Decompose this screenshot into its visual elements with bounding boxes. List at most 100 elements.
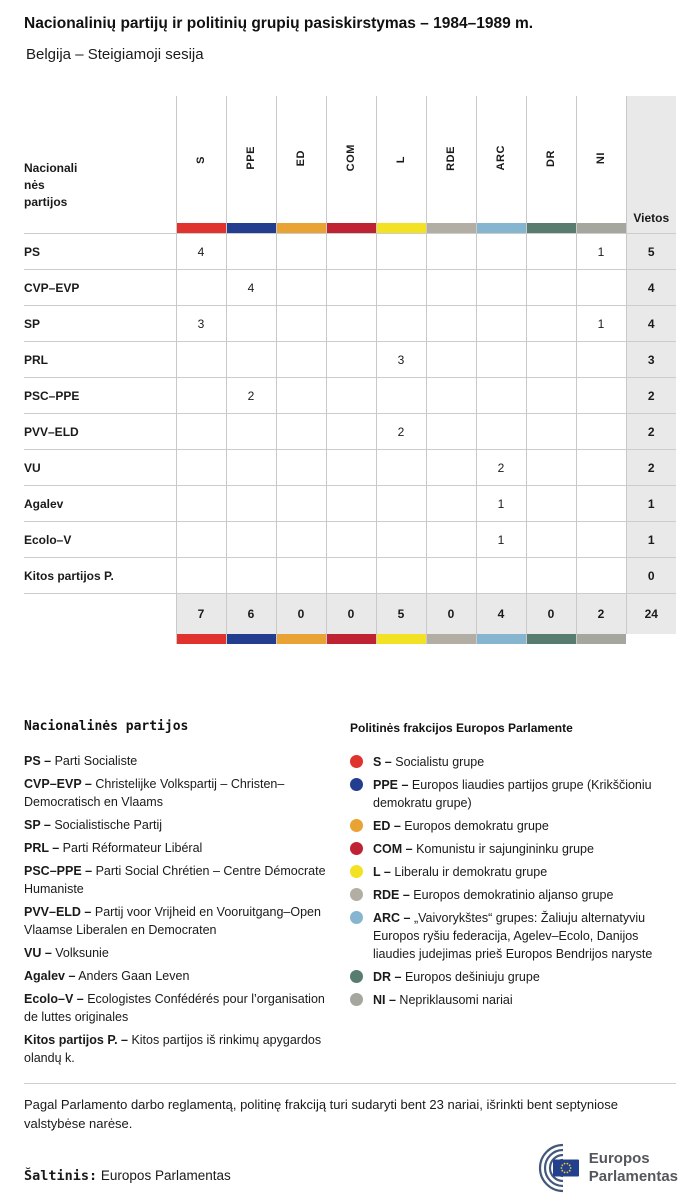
cell-arc: 2 <box>475 449 526 486</box>
group-legend-term: RDE – <box>373 888 410 902</box>
party-legend: Nacionalinės partijos PS – Parti Sociali… <box>24 719 326 1072</box>
cell-s <box>175 269 226 306</box>
cell-l <box>375 269 426 306</box>
party-legend-text: Christelijke Volkspartij – Christen–Demo… <box>24 777 285 809</box>
color-bar-com <box>325 634 376 644</box>
group-header-arc: ARC <box>475 96 526 223</box>
seats-value: 1 <box>625 521 676 558</box>
group-header-label: ED <box>295 149 307 167</box>
party-legend-text: Ecologistes Confédérés pour l’organisati… <box>24 992 325 1024</box>
row-header-line: nės <box>24 178 45 192</box>
party-legend-item: Agalev – Anders Gaan Leven <box>24 967 326 985</box>
group-legend-desc: „Vaivorykštes“ grupes: Žaliuju alternaty… <box>373 911 653 961</box>
group-legend-list: S – Socialistu grupe PPE – Europos liaudi… <box>350 753 676 1009</box>
cell-ed <box>275 233 326 270</box>
group-legend-term: NI – <box>373 993 396 1007</box>
seats-value: 2 <box>625 413 676 450</box>
group-header-s: S <box>175 96 226 223</box>
total-com: 0 <box>325 593 376 634</box>
legend-color-dot <box>350 865 363 878</box>
group-legend-item: RDE – Europos demokratinio aljanso grupe <box>350 886 676 904</box>
cell-l <box>375 521 426 558</box>
cell-com <box>325 485 376 522</box>
party-name: Kitos partijos P. <box>24 557 176 594</box>
cell-arc <box>475 305 526 342</box>
group-legend-item: COM – Komunistu ir sajungininku grupe <box>350 840 676 858</box>
cell-l: 3 <box>375 341 426 378</box>
color-bar-rde <box>425 634 476 644</box>
group-legend-text: ED – Europos demokratu grupe <box>373 817 549 835</box>
legend-color-dot <box>350 778 363 791</box>
party-legend-text: Parti Réformateur Libéral <box>59 841 203 855</box>
cell-ppe: 2 <box>225 377 276 414</box>
party-legend-text: Anders Gaan Leven <box>75 969 190 983</box>
cell-ni <box>575 485 626 522</box>
group-header-label: COM <box>345 144 357 172</box>
party-legend-term: SP – <box>24 818 51 832</box>
cell-dr <box>525 377 576 414</box>
cell-ni <box>575 521 626 558</box>
party-legend-item: Ecolo–V – Ecologistes Confédérés pour l’… <box>24 990 326 1026</box>
party-legend-text: Parti Social Chrétien – Centre Démocrate… <box>24 864 326 896</box>
legend-color-dot <box>350 888 363 901</box>
cell-arc: 1 <box>475 485 526 522</box>
cell-com <box>325 233 376 270</box>
row-header-cell: Nacionali nės partijos <box>24 96 176 223</box>
color-bar-com <box>325 223 376 234</box>
seats-header-cell: Vietos <box>625 96 676 234</box>
seats-value: 0 <box>625 557 676 594</box>
legend-color-dot <box>350 911 363 924</box>
legend-color-dot <box>350 819 363 832</box>
cell-com <box>325 377 376 414</box>
cell-ni <box>575 341 626 378</box>
cell-arc <box>475 269 526 306</box>
source-label: Šaltinis: <box>24 1168 98 1184</box>
group-legend-desc: Europos dešiniuju grupe <box>401 970 540 984</box>
group-header-rde: RDE <box>425 96 476 223</box>
total-ni: 2 <box>575 593 626 634</box>
color-bar-dr <box>525 634 576 644</box>
parliament-hemicycle-icon <box>538 1143 579 1193</box>
seats-value: 3 <box>625 341 676 378</box>
party-row: Ecolo–V 1 1 <box>24 521 676 558</box>
cell-l <box>375 449 426 486</box>
group-legend-text: NI – Nepriklausomi nariai <box>373 991 513 1009</box>
bar-bottom-left-spacer <box>24 634 176 644</box>
cell-dr <box>525 557 576 594</box>
bar-row-top <box>24 223 676 234</box>
cell-ed <box>275 521 326 558</box>
group-legend-term: L – <box>373 865 391 879</box>
party-row: PSC–PPE 2 2 <box>24 377 676 414</box>
group-header-label: DR <box>545 149 557 167</box>
cell-ed <box>275 269 326 306</box>
color-bar-ppe <box>225 223 276 234</box>
cell-rde <box>425 305 476 342</box>
cell-ed <box>275 341 326 378</box>
cell-ppe <box>225 233 276 270</box>
cell-l: 2 <box>375 413 426 450</box>
cell-rde <box>425 233 476 270</box>
total-seats: 24 <box>625 593 676 634</box>
group-legend-text: ARC – „Vaivorykštes“ grupes: Žaliuju alt… <box>373 909 676 963</box>
cell-ni <box>575 449 626 486</box>
party-name: Agalev <box>24 485 176 522</box>
cell-ed <box>275 449 326 486</box>
cell-com <box>325 341 376 378</box>
color-bar-s <box>175 634 226 644</box>
party-legend-text: Volksunie <box>51 946 109 960</box>
source-text: Europos Parlamentas <box>97 1168 231 1183</box>
legend-color-dot <box>350 993 363 1006</box>
party-legend-item: PRL – Parti Réformateur Libéral <box>24 839 326 857</box>
row-header-line: partijos <box>24 195 68 209</box>
total-l: 5 <box>375 593 426 634</box>
cell-rde <box>425 449 476 486</box>
logo-line2: Parlamentas <box>588 1168 678 1185</box>
group-header-label: ARC <box>495 145 507 171</box>
cell-ni <box>575 269 626 306</box>
party-legend-term: PVV–ELD – <box>24 905 92 919</box>
cell-ppe <box>225 485 276 522</box>
group-legend-desc: Europos liaudies partijos grupe (Krikšči… <box>373 778 652 810</box>
party-legend-text: Partij voor Vrijheid en Vooruitgang–Open… <box>24 905 321 937</box>
group-legend-heading: Politinės frakcijos Europos Parlamente <box>350 721 573 735</box>
seats-value: 2 <box>625 449 676 486</box>
